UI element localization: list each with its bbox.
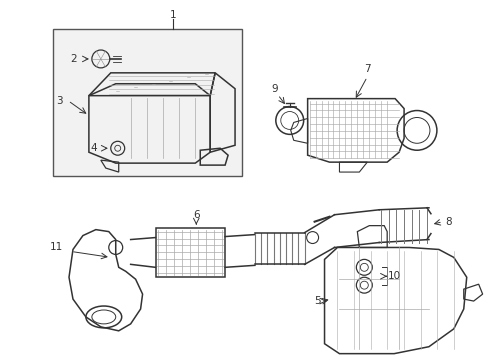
FancyBboxPatch shape (53, 29, 242, 176)
Text: 3: 3 (56, 96, 62, 105)
Bar (155, 228, 224, 277)
Text: 5: 5 (314, 296, 320, 306)
Text: 8: 8 (445, 217, 451, 227)
Text: 11: 11 (49, 243, 62, 252)
Text: 6: 6 (193, 210, 199, 220)
Text: 1: 1 (170, 10, 176, 20)
Text: 4: 4 (90, 143, 97, 153)
Text: 9: 9 (271, 84, 278, 94)
Text: 2: 2 (71, 54, 77, 64)
Text: 10: 10 (387, 271, 400, 281)
Text: 7: 7 (363, 64, 370, 74)
